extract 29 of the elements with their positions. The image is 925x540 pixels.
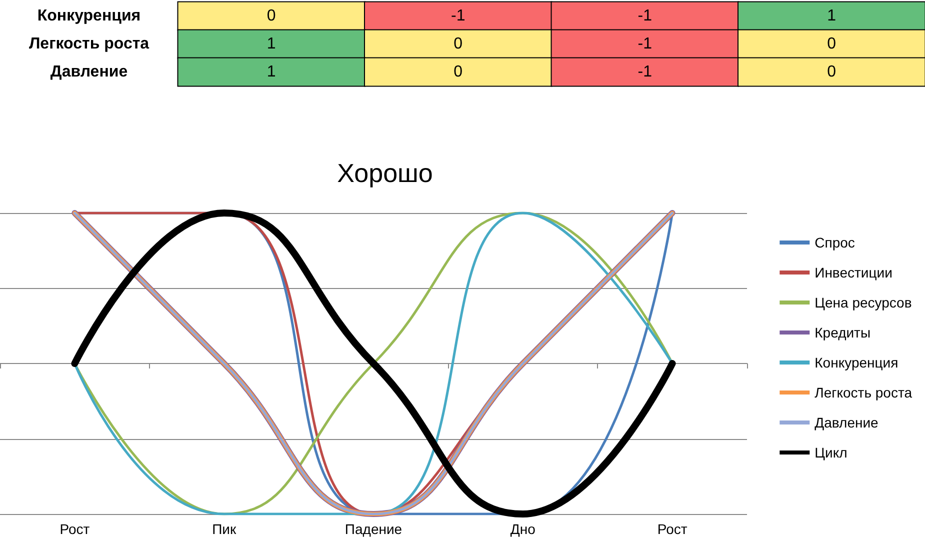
legend-label: Инвестиции (814, 264, 892, 280)
data-label: -1 (638, 8, 652, 24)
data-label: 1 (266, 36, 276, 52)
x-tick-label: Рост (657, 521, 688, 537)
x-tick-label: Пик (212, 521, 237, 537)
x-tick-label: Рост (60, 521, 90, 537)
y-tick-label: Конкуренция (37, 8, 141, 24)
data-label: 0 (454, 64, 463, 80)
legend-label: Спрос (814, 234, 855, 250)
data-label: 0 (827, 64, 836, 80)
legend-label: Цена ресурсов (814, 294, 912, 310)
data-label: -1 (638, 36, 652, 52)
legend-label: Конкуренция (814, 354, 898, 370)
data-label: 0 (454, 36, 463, 52)
data-label: 1 (266, 64, 276, 80)
x-tick-label: Падение (344, 521, 402, 537)
data-label: 0 (827, 36, 836, 52)
data-label: -1 (638, 64, 652, 80)
legend-label: Цикл (814, 444, 848, 460)
data-label: -1 (451, 8, 466, 24)
chart-title: Хорошо (337, 158, 433, 188)
x-tick-label: Дно (510, 521, 536, 537)
data-label: 0 (266, 8, 276, 24)
data-label: 1 (827, 8, 836, 24)
legend-label: Легкость роста (814, 384, 912, 400)
legend-label: Кредиты (814, 324, 871, 340)
y-tick-label: Легкость роста (28, 36, 150, 52)
legend-label: Давление (814, 414, 879, 430)
y-tick-label: Давление (50, 64, 128, 80)
